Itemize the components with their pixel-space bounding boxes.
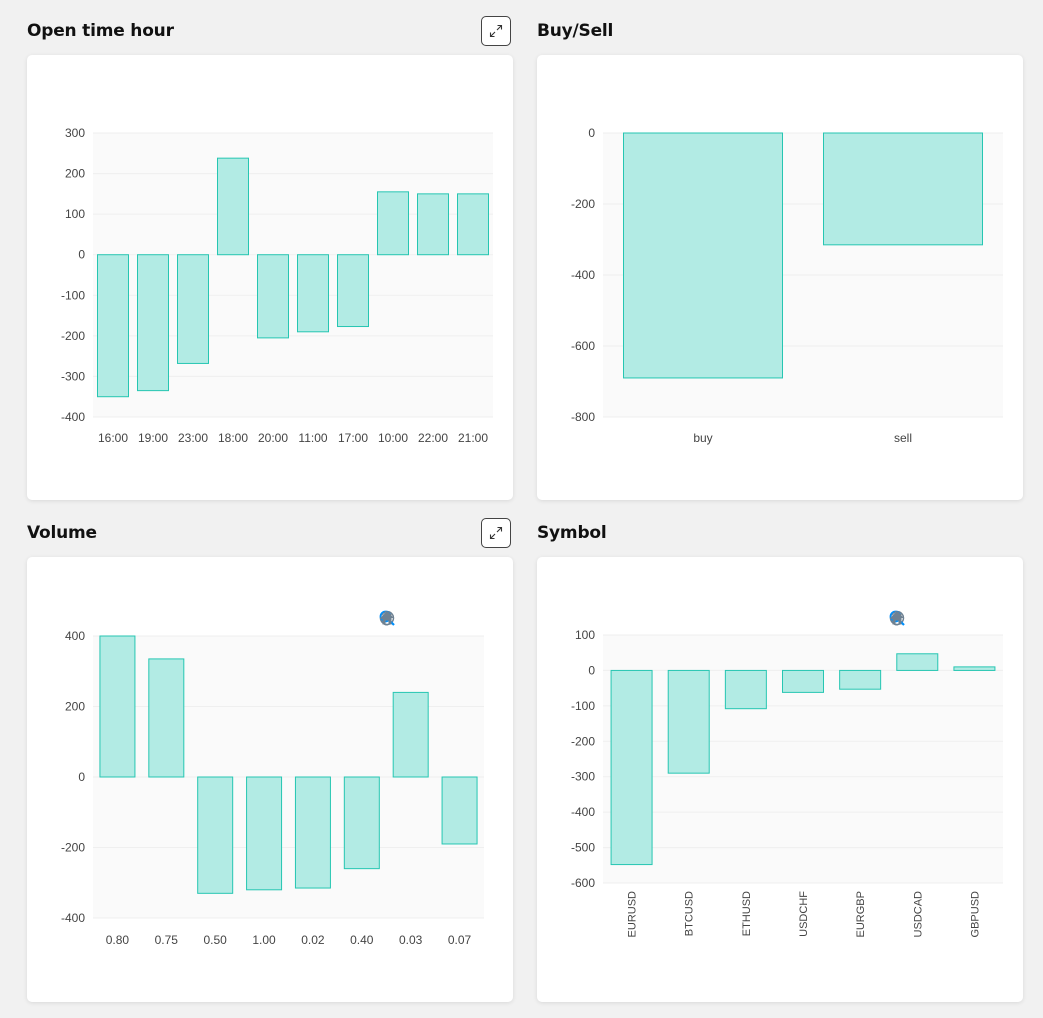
bar-eurusd[interactable] <box>610 669 653 866</box>
y-tick-label: -600 <box>571 876 595 890</box>
x-tick-label: sell <box>894 431 912 445</box>
bar-gbpusd[interactable] <box>953 666 996 671</box>
x-tick-label: 22:00 <box>418 431 448 445</box>
bar-btcusd[interactable] <box>667 669 710 774</box>
y-tick-label: 100 <box>65 207 85 221</box>
x-tick-label: 0.80 <box>106 933 130 947</box>
y-tick-label: 0 <box>588 663 595 677</box>
bar-0-75[interactable] <box>148 658 185 778</box>
x-tick-label: USDCAD <box>912 891 924 938</box>
x-tick-label: EURGBP <box>855 891 867 937</box>
bar-0-40[interactable] <box>343 776 380 870</box>
y-tick-label: 400 <box>65 629 85 643</box>
bar-21-00[interactable] <box>457 193 489 256</box>
y-tick-label: 100 <box>575 628 595 642</box>
y-tick-label: 0 <box>588 126 595 140</box>
y-tick-label: 200 <box>65 167 85 181</box>
x-tick-label: 11:00 <box>298 431 327 445</box>
bar-0-02[interactable] <box>294 776 331 889</box>
x-tick-label: 0.07 <box>448 933 472 947</box>
x-tick-label: 23:00 <box>178 431 208 445</box>
y-tick-label: -600 <box>571 339 595 353</box>
x-tick-label: GBPUSD <box>969 891 981 938</box>
chart-toolbar <box>378 609 395 629</box>
chart-card-open-time-hour: 300 200 100 0 -100 -200 -300 -400 16:00 19:00 23:0… <box>27 55 513 500</box>
y-tick-label: -800 <box>571 410 595 424</box>
expand-button-volume[interactable] <box>481 518 511 548</box>
y-tick-label: -200 <box>571 197 595 211</box>
bar-usdchf[interactable] <box>782 669 824 693</box>
panel-title-symbol: Symbol <box>537 523 607 543</box>
x-tick-label: 21:00 <box>458 431 488 445</box>
bar-0-50[interactable] <box>197 776 234 894</box>
y-tick-label: -500 <box>571 841 595 855</box>
x-tick-label: 0.03 <box>399 933 423 947</box>
expand-icon <box>489 526 503 540</box>
bar-17-00[interactable] <box>337 254 369 328</box>
bar-eurgbp[interactable] <box>839 669 882 690</box>
open-time-hour-chart: 300 200 100 0 -100 -200 -300 -400 16:00 19:00 23:0… <box>61 126 493 445</box>
panel-title-buy-sell: Buy/Sell <box>537 21 614 41</box>
x-tick-label: ETHUSD <box>741 891 753 936</box>
bar-0-03[interactable] <box>392 691 429 778</box>
chart-card-symbol: 100 0 -100 -200 -300 -400 -500 -600 EURUSD BTCUSD… <box>537 557 1023 1002</box>
y-tick-label: -200 <box>571 734 595 748</box>
x-tick-label: 19:00 <box>138 431 168 445</box>
buy-sell-chart: 0 -200 -400 -600 -800 buy sell <box>571 126 1003 445</box>
bar-18-00[interactable] <box>217 157 249 256</box>
expand-button-open-time-hour[interactable] <box>481 16 511 46</box>
chart-card-volume: 400 200 0 -200 -400 0.80 0.75 0.50 1.00 0.02 0.40 0… <box>27 557 513 1002</box>
chart-toolbar <box>888 609 905 629</box>
y-tick-label: -400 <box>571 805 595 819</box>
panel-title-open-time-hour: Open time hour <box>27 21 174 41</box>
x-tick-label: 0.50 <box>204 933 228 947</box>
bar-0-07[interactable] <box>441 776 478 845</box>
y-tick-label: -200 <box>61 329 85 343</box>
y-tick-label: -400 <box>571 268 595 282</box>
y-tick-label: -300 <box>61 369 85 383</box>
y-tick-label: -200 <box>61 841 85 855</box>
x-tick-label: USDCHF <box>798 891 810 937</box>
x-tick-label: 20:00 <box>258 431 288 445</box>
bar-ethusd[interactable] <box>724 669 767 710</box>
volume-chart: 400 200 0 -200 -400 0.80 0.75 0.50 1.00 0.02 0.40 0… <box>61 629 484 947</box>
bar-19-00[interactable] <box>137 254 169 392</box>
symbol-chart: 100 0 -100 -200 -300 -400 -500 -600 EURUSD BTCUSD… <box>571 628 1003 938</box>
bar-11-00[interactable] <box>297 254 329 333</box>
x-tick-label: 16:00 <box>98 431 128 445</box>
bar-10-00[interactable] <box>377 191 409 256</box>
x-tick-label: EURUSD <box>627 891 639 938</box>
y-tick-label: -400 <box>61 410 85 424</box>
x-tick-label: 1.00 <box>252 933 276 947</box>
bar-usdcad[interactable] <box>896 653 939 671</box>
x-tick-label: 0.02 <box>301 933 325 947</box>
y-tick-label: 200 <box>65 700 85 714</box>
panel-title-volume: Volume <box>27 523 97 543</box>
x-tick-label: buy <box>693 431 712 445</box>
bar-sell[interactable] <box>823 132 983 246</box>
bar-0-80[interactable] <box>99 635 136 778</box>
x-tick-label: BTCUSD <box>684 891 696 936</box>
x-tick-label: 17:00 <box>338 431 368 445</box>
y-tick-label: -400 <box>61 911 85 925</box>
x-tick-label: 10:00 <box>378 431 408 445</box>
x-tick-label: 0.75 <box>155 933 179 947</box>
expand-icon <box>489 24 503 38</box>
y-tick-label: -300 <box>571 770 595 784</box>
y-tick-label: 0 <box>78 248 85 262</box>
bar-16-00[interactable] <box>97 254 129 398</box>
bar-23-00[interactable] <box>177 254 209 364</box>
x-tick-label: 18:00 <box>218 431 248 445</box>
y-tick-label: -100 <box>571 699 595 713</box>
y-tick-label: 300 <box>65 126 85 140</box>
y-tick-label: 0 <box>78 770 85 784</box>
bar-22-00[interactable] <box>417 193 449 256</box>
bar-1-00[interactable] <box>246 776 283 891</box>
bar-buy[interactable] <box>623 132 783 379</box>
y-tick-label: -100 <box>61 288 85 302</box>
bar-20-00[interactable] <box>257 254 289 339</box>
chart-card-buy-sell: 0 -200 -400 -600 -800 buy sell <box>537 55 1023 500</box>
x-tick-label: 0.40 <box>350 933 374 947</box>
